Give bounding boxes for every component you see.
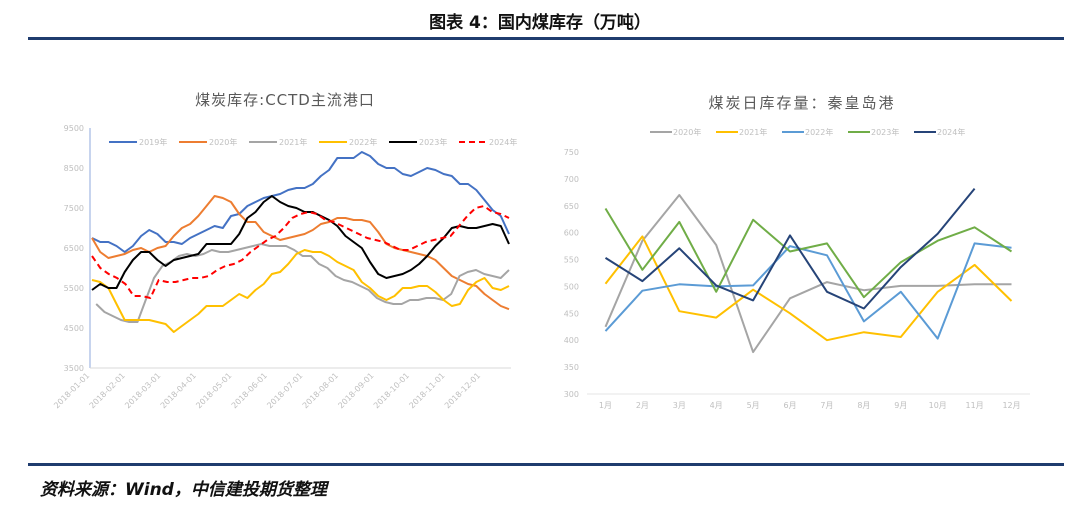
legend-label: 2019年	[139, 137, 167, 147]
x-tick-label: 4月	[710, 401, 723, 410]
y-tick-label: 3500	[64, 364, 84, 373]
x-tick-label: 2018-09-01	[336, 371, 375, 410]
legend-label: 2023年	[871, 127, 899, 137]
legend-label: 2022年	[349, 137, 377, 147]
y-tick-label: 7500	[64, 204, 84, 213]
y-tick-label: 5500	[64, 284, 84, 293]
qinhuangdao-inventory-chart: 煤炭日库存量：秦皇岛港 750 700 650 600 550 500 450 400 350 30…	[564, 94, 1030, 410]
legend-label: 2023年	[419, 137, 447, 147]
legend-label: 2024年	[937, 127, 965, 137]
series-line-2024	[604, 187, 976, 310]
series-line-2020	[91, 195, 510, 311]
x-tick-label: 2018-07-01	[265, 371, 304, 410]
header-divider	[28, 37, 1064, 40]
series-line-2023	[91, 195, 510, 291]
y-tick-label: 500	[564, 282, 579, 291]
legend-label: 2021年	[279, 137, 307, 147]
y-tick-label: 450	[564, 309, 579, 318]
y-tick-label: 750	[564, 148, 579, 157]
series-line-2022	[91, 249, 510, 333]
series-line-2021	[604, 235, 1013, 342]
x-tick-label: 2018-03-01	[123, 371, 162, 410]
x-tick-label: 3月	[673, 401, 686, 410]
series-line-2022	[604, 242, 1012, 340]
y-tick-label: 350	[564, 363, 579, 372]
x-tick-label: 6月	[783, 401, 796, 410]
legend-label: 2024年	[489, 137, 517, 147]
figure-title: 图表 4：国内煤库存（万吨）	[429, 13, 651, 33]
source-note: 资料来源：Wind，中信建投期货整理	[40, 480, 327, 500]
x-tick-label: 9月	[894, 401, 907, 410]
legend-label: 2022年	[805, 127, 833, 137]
x-tick-label: 2018-11-01	[407, 371, 446, 410]
x-tick-label: 2018-05-01	[194, 371, 233, 410]
y-tick-label: 550	[564, 256, 579, 265]
legend-label: 2020年	[209, 137, 237, 147]
x-tick-label: 8月	[857, 401, 870, 410]
x-tick-label: 11月	[966, 401, 984, 410]
x-tick-label: 2018-02-01	[88, 371, 127, 410]
y-tick-label: 6500	[64, 244, 84, 253]
x-tick-label: 2018-08-01	[301, 371, 340, 410]
y-tick-label: 650	[564, 202, 579, 211]
y-tick-label: 9500	[64, 124, 84, 133]
footer-divider	[28, 463, 1064, 466]
y-tick-label: 4500	[64, 324, 84, 333]
y-tick-label: 600	[564, 229, 579, 238]
x-tick-label: 1月	[599, 401, 612, 410]
x-tick-label: 10月	[929, 401, 947, 410]
x-tick-label: 2018-06-01	[230, 371, 269, 410]
x-tick-label: 5月	[747, 401, 760, 410]
chart-title: 煤炭库存:CCTD主流港口	[195, 91, 375, 109]
series-line-2019	[91, 151, 510, 253]
x-tick-label: 2018-10-01	[372, 371, 411, 410]
x-tick-label: 2月	[636, 401, 649, 410]
x-tick-label: 12月	[1002, 401, 1020, 410]
series-line-2020	[604, 194, 1012, 354]
x-tick-label: 2018-01-01	[52, 371, 91, 410]
x-tick-label: 7月	[820, 401, 833, 410]
y-tick-label: 700	[564, 175, 579, 184]
chart-title: 煤炭日库存量：秦皇岛港	[708, 94, 895, 112]
y-tick-label: 400	[564, 336, 579, 345]
y-tick-label: 8500	[64, 164, 84, 173]
series-line-2023	[604, 207, 1013, 299]
cctd-port-inventory-chart: 煤炭库存:CCTD主流港口 9500 8500 7500 6500 5500 4500 350…	[52, 91, 517, 410]
x-tick-label: 2018-12-01	[443, 371, 482, 410]
x-tick-label: 2018-04-01	[159, 371, 198, 410]
legend-label: 2021年	[739, 127, 767, 137]
y-tick-label: 300	[564, 390, 579, 399]
legend-label: 2020年	[673, 127, 701, 137]
